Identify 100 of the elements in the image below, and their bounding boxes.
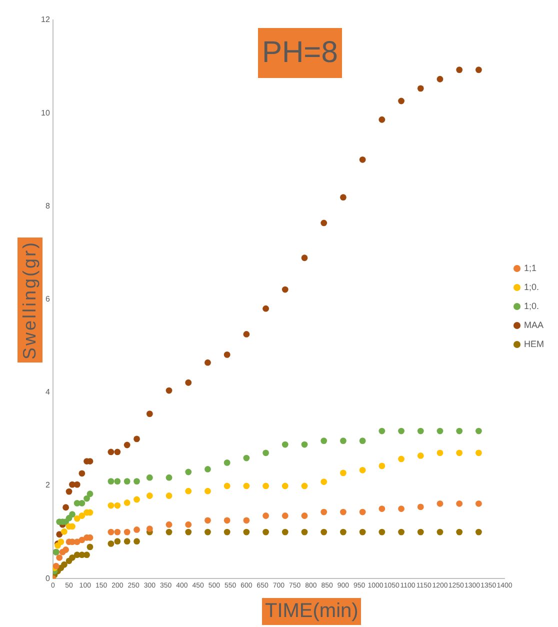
point xyxy=(340,470,346,476)
point xyxy=(417,452,424,459)
point xyxy=(124,478,130,485)
point xyxy=(224,351,230,358)
point xyxy=(69,511,76,518)
point xyxy=(134,478,140,485)
point xyxy=(243,331,250,338)
point xyxy=(475,528,482,536)
point xyxy=(62,504,69,511)
legend-label: 1;0. xyxy=(524,282,540,292)
point xyxy=(282,482,288,490)
point xyxy=(262,528,269,536)
point xyxy=(108,540,114,547)
y-tick-label: 10 xyxy=(40,108,50,118)
y-tick-label: 4 xyxy=(45,388,50,397)
legend-label: HEM xyxy=(524,338,544,349)
point xyxy=(359,508,366,516)
point xyxy=(166,521,172,528)
point xyxy=(146,526,153,532)
y-tick-label: 2 xyxy=(45,480,50,490)
point xyxy=(340,528,346,536)
point xyxy=(185,468,192,476)
point xyxy=(436,428,444,434)
point xyxy=(69,554,76,561)
point xyxy=(417,85,424,92)
point xyxy=(146,474,153,481)
point xyxy=(320,508,328,516)
point xyxy=(108,478,114,485)
point xyxy=(124,528,130,536)
point xyxy=(204,359,211,366)
point xyxy=(84,552,90,558)
point xyxy=(282,286,288,293)
point xyxy=(60,528,68,535)
point xyxy=(378,528,386,536)
point xyxy=(124,500,130,506)
legend-label: 1;0. xyxy=(524,300,540,311)
point xyxy=(282,512,288,519)
point xyxy=(436,500,444,507)
point xyxy=(456,66,463,74)
point xyxy=(114,528,121,536)
point xyxy=(224,517,230,524)
point xyxy=(456,500,463,507)
point xyxy=(108,502,114,509)
point xyxy=(134,538,140,545)
point xyxy=(262,512,269,519)
point xyxy=(398,98,404,104)
point xyxy=(243,528,250,536)
point xyxy=(398,456,404,462)
point xyxy=(301,254,308,262)
point xyxy=(166,528,172,536)
point xyxy=(282,441,288,448)
point xyxy=(224,459,230,466)
point xyxy=(378,116,386,123)
point xyxy=(204,517,211,524)
point xyxy=(74,481,80,488)
point xyxy=(301,482,308,490)
point xyxy=(243,517,250,524)
point xyxy=(262,482,269,490)
point xyxy=(60,561,68,568)
point xyxy=(134,526,140,533)
point xyxy=(56,554,63,561)
point xyxy=(436,450,444,456)
point xyxy=(56,531,63,538)
point xyxy=(86,544,94,550)
point xyxy=(398,506,404,512)
point xyxy=(108,448,114,456)
x-axis-title: TIME(min) xyxy=(262,598,362,625)
point xyxy=(74,515,80,522)
point xyxy=(224,482,230,490)
point xyxy=(320,438,328,444)
point xyxy=(436,528,444,536)
point xyxy=(282,528,288,536)
point xyxy=(185,521,192,528)
point xyxy=(320,478,328,485)
y-tick-label: 8 xyxy=(45,201,50,210)
point xyxy=(134,436,140,442)
point xyxy=(204,466,211,472)
point xyxy=(243,482,250,490)
point xyxy=(262,450,269,456)
point xyxy=(84,495,90,502)
point xyxy=(359,438,366,444)
point xyxy=(114,448,121,456)
point xyxy=(262,305,269,312)
point xyxy=(166,474,172,481)
point xyxy=(78,500,86,506)
point xyxy=(78,512,86,519)
point xyxy=(166,387,172,394)
point xyxy=(475,500,482,507)
point xyxy=(243,454,250,462)
point xyxy=(359,528,366,536)
point xyxy=(185,488,192,494)
point xyxy=(301,512,308,519)
point xyxy=(114,478,121,485)
point xyxy=(86,490,94,498)
point xyxy=(66,488,72,495)
point xyxy=(108,528,114,536)
point xyxy=(320,528,328,536)
point xyxy=(417,428,424,434)
point xyxy=(204,488,211,494)
point xyxy=(456,428,463,434)
